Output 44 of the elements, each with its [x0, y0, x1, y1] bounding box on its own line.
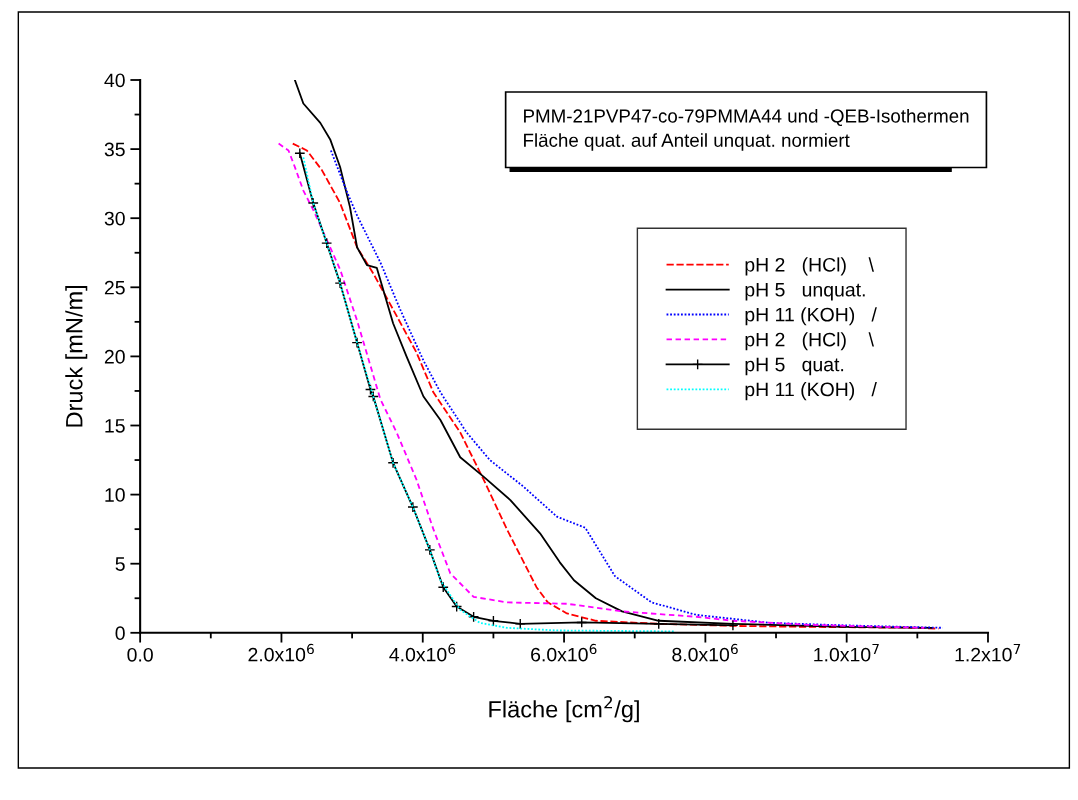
- text: PMM-21PVP47-co-79PMMA44 und -QEB-Isothermen Fläche quat. auf Anteil unquat. normiert: [524, 108, 969, 151]
- x-tick-label: 6.0x10$^{6}$: [531, 643, 597, 662]
- point: [653, 618, 665, 630]
- point: [367, 390, 379, 403]
- point: [514, 618, 526, 630]
- y-tick-label: 30: [104, 211, 125, 226]
- y-tick-label: 15: [105, 419, 125, 433]
- y-tick-label: 20: [104, 349, 125, 364]
- x-tick-label: 0.0: [127, 647, 153, 662]
- point: [487, 615, 499, 627]
- point: [451, 600, 463, 613]
- x-tick-label: 4.0x10$^{6}$: [389, 643, 456, 662]
- legend-label: pH 11 (KOH) /: [745, 307, 877, 326]
- line-series: [302, 156, 676, 633]
- legend-label: pH 11 (KOH) /: [745, 382, 877, 401]
- point: [334, 277, 346, 289]
- x-tick-label: 2.0x10$^{6}$: [248, 643, 314, 662]
- y-tick-label: 5: [115, 557, 125, 571]
- point: [387, 457, 399, 469]
- y-tick-label: 40: [104, 73, 125, 88]
- legend-label: pH 5 unquat.: [745, 283, 865, 301]
- x-tick-label: 8.0x10$^{6}$: [672, 643, 738, 662]
- x-tick-label: 1.2x10$^{7}$: [955, 643, 1021, 662]
- legend-label: pH 2 (HCl) \: [745, 257, 874, 276]
- point: [351, 337, 363, 349]
- y-tick-label: 0: [115, 626, 125, 641]
- y-tick-label: 10: [105, 488, 125, 502]
- point: [424, 544, 436, 556]
- y-tick-label: 25: [104, 280, 125, 295]
- point: [307, 197, 319, 209]
- point: [294, 147, 306, 159]
- legend-label: pH 2 (HCl) \: [745, 332, 874, 351]
- point: [576, 616, 588, 628]
- point: [407, 501, 419, 513]
- point: [468, 611, 480, 623]
- point: [364, 384, 377, 396]
- y-axis-title: Druck [mN/m]: [65, 285, 88, 427]
- legend-label: pH 5 quat.: [745, 357, 844, 376]
- point: [321, 237, 333, 249]
- x-axis-title: Fläche [cm$^{2}$/g]: [489, 696, 639, 723]
- point: [727, 619, 739, 631]
- x-tick-label: 1.0x10$^{7}$: [814, 643, 879, 662]
- y-tick-label: 35: [104, 142, 125, 157]
- point: [437, 581, 449, 593]
